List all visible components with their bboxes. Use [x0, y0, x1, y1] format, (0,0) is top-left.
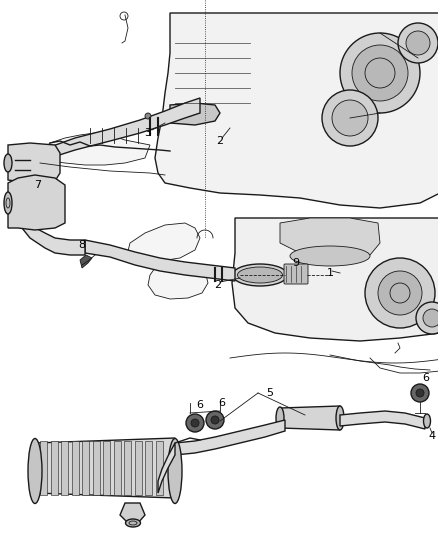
- Ellipse shape: [9, 158, 17, 172]
- Circle shape: [398, 23, 438, 63]
- Text: 8: 8: [78, 240, 85, 250]
- Ellipse shape: [126, 519, 141, 527]
- Polygon shape: [145, 441, 152, 495]
- Polygon shape: [148, 263, 208, 299]
- Text: 1: 1: [326, 268, 333, 278]
- Ellipse shape: [233, 264, 287, 286]
- Circle shape: [191, 419, 199, 427]
- Ellipse shape: [336, 406, 344, 430]
- Text: 5: 5: [266, 388, 273, 398]
- Ellipse shape: [424, 414, 431, 428]
- Polygon shape: [134, 441, 141, 495]
- Circle shape: [423, 309, 438, 327]
- Polygon shape: [170, 103, 220, 125]
- Polygon shape: [80, 255, 92, 268]
- Circle shape: [186, 414, 204, 432]
- Circle shape: [416, 389, 424, 397]
- Polygon shape: [120, 503, 145, 523]
- Polygon shape: [103, 441, 110, 495]
- Text: 3: 3: [145, 128, 152, 138]
- Polygon shape: [61, 441, 68, 495]
- FancyBboxPatch shape: [284, 264, 308, 284]
- Polygon shape: [15, 98, 200, 170]
- Polygon shape: [8, 175, 65, 230]
- Polygon shape: [40, 441, 47, 495]
- Ellipse shape: [28, 439, 42, 504]
- Circle shape: [340, 33, 420, 113]
- Polygon shape: [40, 133, 150, 165]
- Text: 9: 9: [293, 258, 300, 268]
- Circle shape: [378, 271, 422, 315]
- Polygon shape: [280, 406, 340, 430]
- Text: 2: 2: [216, 136, 223, 146]
- Circle shape: [211, 416, 219, 424]
- Polygon shape: [155, 441, 162, 495]
- Circle shape: [145, 113, 151, 119]
- Polygon shape: [158, 443, 175, 493]
- Ellipse shape: [4, 192, 12, 214]
- Polygon shape: [71, 441, 78, 495]
- Circle shape: [411, 384, 429, 402]
- Polygon shape: [35, 438, 175, 498]
- Circle shape: [406, 31, 430, 55]
- Circle shape: [322, 90, 378, 146]
- Polygon shape: [128, 223, 200, 261]
- Polygon shape: [92, 441, 99, 495]
- Circle shape: [365, 258, 435, 328]
- Ellipse shape: [168, 439, 182, 504]
- Text: 2: 2: [215, 280, 222, 290]
- Polygon shape: [113, 441, 120, 495]
- Polygon shape: [8, 143, 60, 183]
- Ellipse shape: [276, 407, 284, 429]
- Circle shape: [352, 45, 408, 101]
- Circle shape: [206, 411, 224, 429]
- Polygon shape: [18, 211, 85, 255]
- Polygon shape: [85, 240, 235, 281]
- Text: 4: 4: [428, 431, 435, 441]
- Polygon shape: [124, 441, 131, 495]
- Polygon shape: [175, 420, 285, 455]
- Polygon shape: [50, 441, 57, 495]
- Polygon shape: [340, 411, 425, 429]
- Polygon shape: [232, 218, 438, 341]
- Polygon shape: [82, 441, 89, 495]
- Circle shape: [416, 302, 438, 334]
- Circle shape: [332, 100, 368, 136]
- Polygon shape: [280, 218, 380, 258]
- Text: 7: 7: [35, 180, 42, 190]
- Text: 6: 6: [197, 400, 204, 410]
- Polygon shape: [155, 13, 438, 208]
- Text: 6: 6: [219, 398, 226, 408]
- Text: 6: 6: [423, 373, 430, 383]
- Ellipse shape: [237, 267, 283, 283]
- Ellipse shape: [4, 154, 12, 172]
- Ellipse shape: [290, 246, 370, 266]
